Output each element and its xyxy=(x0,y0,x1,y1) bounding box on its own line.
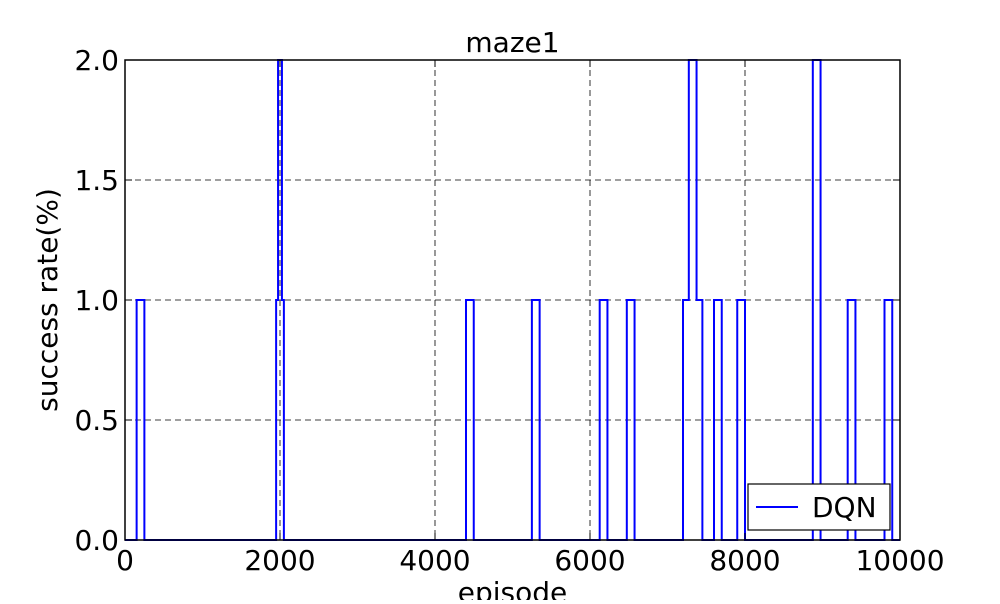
x-tick-label: 10000 xyxy=(855,544,944,577)
x-tick-label: 2000 xyxy=(244,544,315,577)
y-tick-label: 0.5 xyxy=(74,404,119,437)
grid-layer xyxy=(125,60,900,540)
x-tick-label: 6000 xyxy=(554,544,625,577)
y-tick-label: 2.0 xyxy=(74,44,119,77)
plot-layer xyxy=(125,59,900,541)
x-axis-title: episode xyxy=(458,576,568,600)
x-tick-label: 8000 xyxy=(709,544,780,577)
tick-layer: 0 2000 4000 6000 8000 10000 0.0 0.5 1.0 1.5 2.0 xyxy=(74,44,944,577)
x-tick-label: 0 xyxy=(116,544,134,577)
series-line-dqn xyxy=(125,59,900,541)
y-axis-title: success rate(%) xyxy=(31,188,64,412)
chart-title: maze1 xyxy=(465,26,559,59)
legend-label-dqn: DQN xyxy=(812,491,877,524)
y-tick-label: 1.5 xyxy=(74,164,119,197)
x-tick-label: 4000 xyxy=(399,544,470,577)
y-tick-label: 1.0 xyxy=(74,284,119,317)
legend: DQN xyxy=(747,483,891,531)
y-tick-label: 0.0 xyxy=(74,524,119,557)
plot-frame xyxy=(124,59,901,541)
